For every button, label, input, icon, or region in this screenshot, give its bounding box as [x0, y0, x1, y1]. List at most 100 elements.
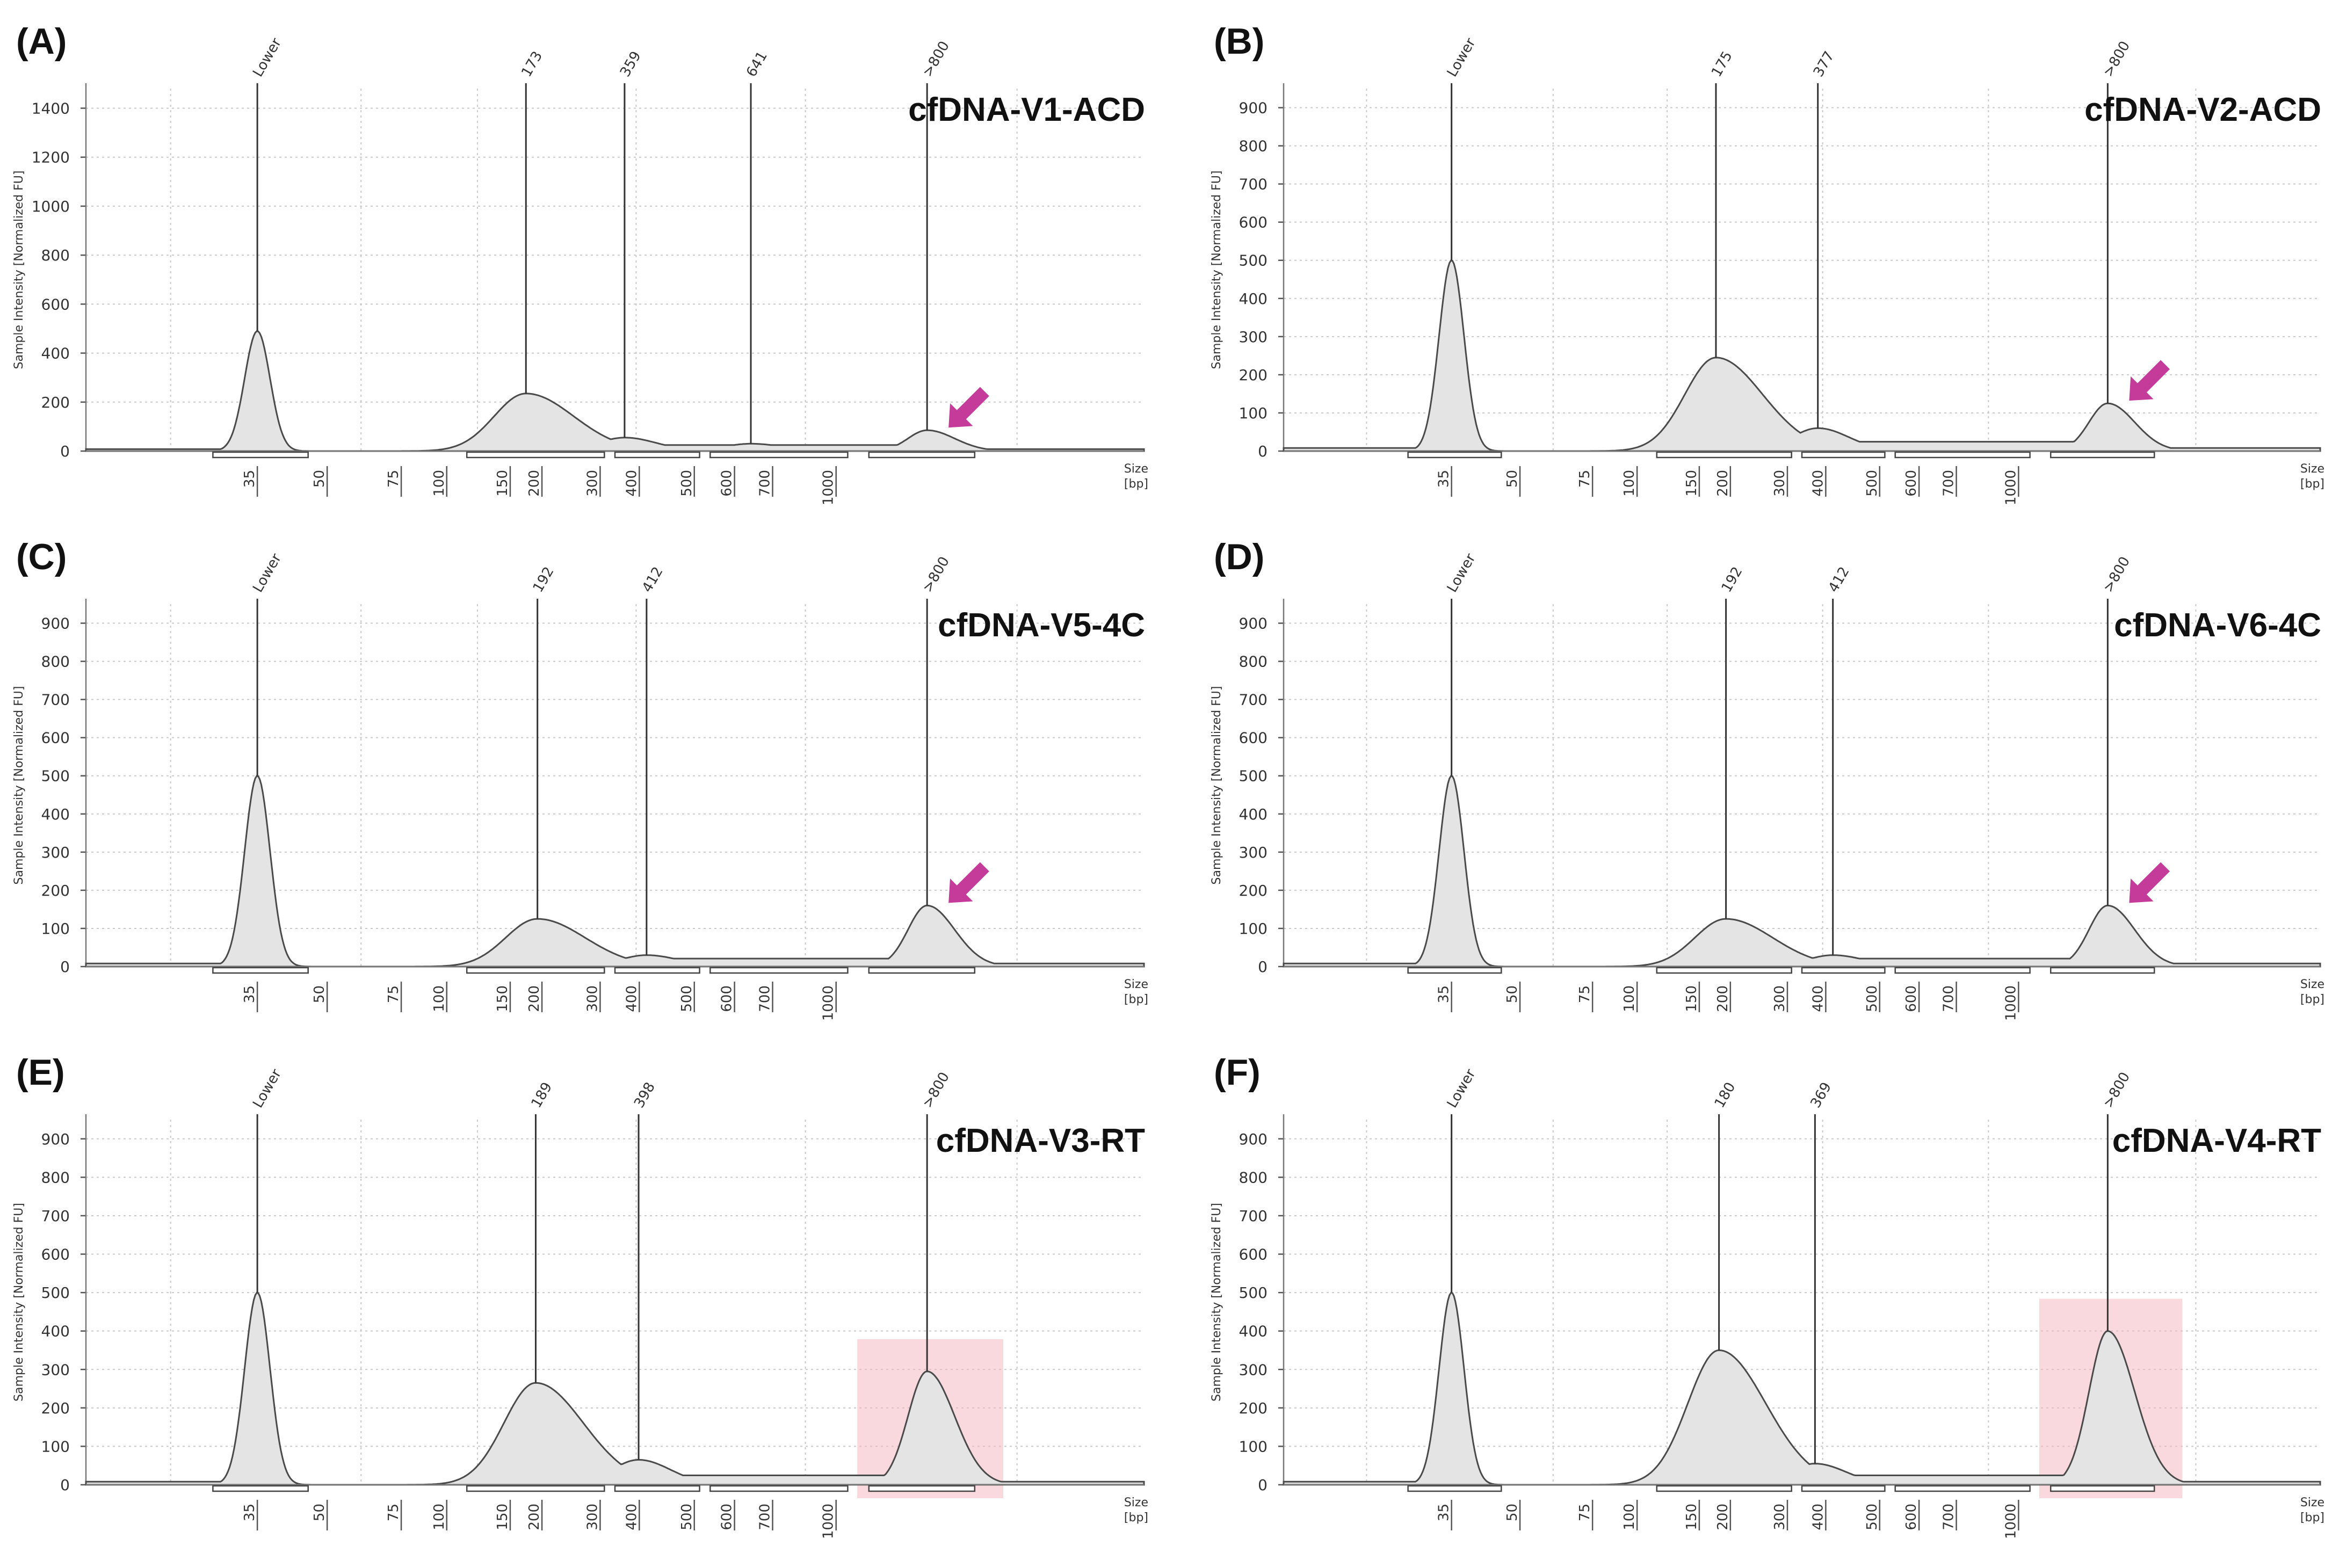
peak-label: 359 [617, 49, 644, 80]
y-tick-label: 100 [41, 1438, 70, 1455]
x-tick-label: 700 [1941, 1504, 1957, 1530]
y-tick-label: 400 [41, 805, 70, 823]
y-tick-label: 900 [1239, 615, 1268, 633]
y-tick-label: 200 [41, 1399, 70, 1417]
peak-label: 175 [1708, 49, 1736, 80]
x-tick-label: 700 [1941, 470, 1957, 497]
region-bracket [614, 1485, 700, 1492]
region-bracket [709, 967, 849, 974]
y-axis-label: Sample Intensity [Normalized FU] [1210, 1203, 1223, 1402]
y-tick-label: 900 [1239, 1130, 1268, 1148]
chart-panel: (F) 0 100 200 300 400 500 600 700 800 900 Sample In… [1210, 1052, 2324, 1539]
panel-label: (B) [1214, 21, 1264, 62]
x-tick-label: 300 [1772, 985, 1788, 1012]
panel-label: (E) [16, 1052, 65, 1093]
x-tick-label: 400 [624, 1504, 640, 1530]
y-tick-label: 400 [1239, 805, 1268, 823]
x-tick-label: 400 [624, 470, 640, 497]
y-tick-label: 700 [41, 691, 70, 709]
y-tick-label: 800 [41, 246, 70, 264]
y-tick-label: 700 [1239, 1207, 1268, 1225]
region-bracket [212, 451, 309, 459]
y-tick-label: 400 [1239, 290, 1268, 308]
x-tick-label: 150 [1684, 470, 1700, 497]
peak-label: >800 [919, 1070, 953, 1111]
x-axis-label: Size [1124, 462, 1148, 476]
peak-label: 369 [1807, 1080, 1835, 1111]
y-tick-label: 100 [1239, 1438, 1268, 1455]
region-bracket [1656, 451, 1792, 459]
y-tick-label: 0 [1258, 1476, 1268, 1494]
y-tick-label: 800 [41, 1168, 70, 1186]
arrow-shape [948, 387, 989, 428]
peak-label: 412 [1826, 564, 1853, 596]
region-bracket [1407, 451, 1502, 459]
x-tick-label: 35 [1436, 985, 1452, 1003]
x-tick-label: 75 [1577, 1504, 1593, 1521]
region-bracket [709, 451, 849, 459]
region-bracket [1407, 1485, 1502, 1492]
region-bracket [614, 967, 700, 974]
x-tick-label: 50 [1504, 470, 1520, 488]
arrow-icon [2129, 862, 2170, 903]
x-tick-label: 75 [386, 985, 402, 1003]
y-tick-label: 0 [1258, 958, 1268, 976]
x-tick-label: 700 [757, 985, 773, 1012]
x-tick-label: 150 [495, 985, 511, 1012]
x-tick-label: 75 [386, 470, 402, 488]
region-bracket [2049, 451, 2155, 459]
y-tick-label: 800 [1239, 653, 1268, 671]
x-tick-label: 200 [526, 985, 542, 1012]
x-tick-label: 150 [495, 470, 511, 497]
arrow-icon [2129, 360, 2170, 401]
x-tick-label: 35 [1436, 1504, 1452, 1521]
electropherogram-trace [1283, 775, 2321, 968]
electropherogram-trace [1283, 259, 2321, 452]
y-tick-label: 200 [1239, 1399, 1268, 1417]
y-tick-label: 600 [1239, 729, 1268, 747]
electropherogram-trace [1283, 1291, 2321, 1486]
region-bracket [466, 451, 605, 459]
x-tick-label: 75 [386, 1504, 402, 1521]
x-tick-label: 600 [719, 1504, 735, 1530]
x-tick-label: 1000 [2003, 1504, 2019, 1539]
x-axis-label: [bp] [1124, 993, 1148, 1006]
y-tick-label: 400 [41, 1323, 70, 1340]
x-tick-label: 400 [624, 985, 640, 1012]
y-tick-label: 100 [41, 920, 70, 938]
sample-title: cfDNA-V1-ACD [908, 91, 1145, 128]
peak-label: 189 [528, 1080, 556, 1111]
x-tick-label: 50 [312, 985, 328, 1003]
x-tick-label: 300 [584, 470, 600, 497]
sample-title: cfDNA-V3-RT [936, 1122, 1145, 1159]
x-tick-label: 300 [1772, 1504, 1788, 1530]
x-tick-label: 700 [757, 1504, 773, 1530]
y-axis-label: Sample Intensity [Normalized FU] [1210, 171, 1223, 369]
y-tick-label: 0 [60, 442, 70, 460]
peak-label: Lower [1444, 1066, 1479, 1111]
y-tick-label: 400 [1239, 1323, 1268, 1340]
y-axis-label: Sample Intensity [Normalized FU] [12, 686, 26, 885]
y-tick-label: 700 [1239, 691, 1268, 709]
panel-label: (A) [16, 21, 67, 62]
region-bracket [1894, 1485, 2031, 1492]
x-tick-label: 1000 [821, 470, 837, 505]
x-axis-label: Size [2300, 978, 2324, 991]
peak-label: Lower [250, 1066, 285, 1111]
region-bracket [868, 967, 976, 974]
x-tick-label: 200 [526, 1504, 542, 1530]
region-bracket [212, 1485, 309, 1492]
sample-title: cfDNA-V5-4C [938, 607, 1145, 644]
peak-label: 180 [1712, 1080, 1739, 1111]
y-tick-label: 200 [1239, 882, 1268, 899]
y-tick-label: 700 [1239, 176, 1268, 193]
panel-label: (F) [1214, 1052, 1261, 1093]
y-tick-label: 100 [1239, 920, 1268, 938]
y-tick-label: 1400 [32, 99, 70, 117]
y-tick-label: 100 [1239, 404, 1268, 422]
peak-label: Lower [1444, 551, 1479, 596]
x-tick-label: 600 [719, 470, 735, 497]
x-tick-label: 1000 [821, 985, 837, 1021]
arrow-shape [2129, 360, 2170, 401]
